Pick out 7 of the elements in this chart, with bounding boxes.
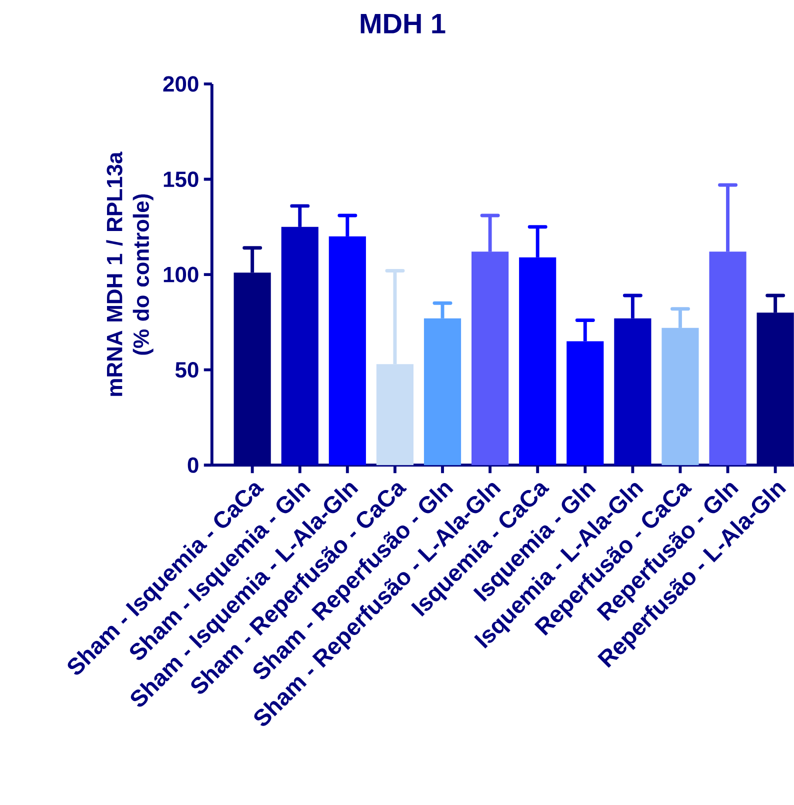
y-tick-label: 200	[163, 76, 198, 92]
y-tick-label: 150	[164, 171, 198, 188]
y-tick-label: 0	[188, 457, 198, 473]
y-tick-label: 50	[175, 362, 198, 378]
chart-title: MDH 1	[360, 14, 446, 34]
y-tick-label: 100	[164, 266, 198, 282]
y-axis-title: mRNA MDH 1 / RPL13a (% do controle)	[106, 152, 154, 396]
